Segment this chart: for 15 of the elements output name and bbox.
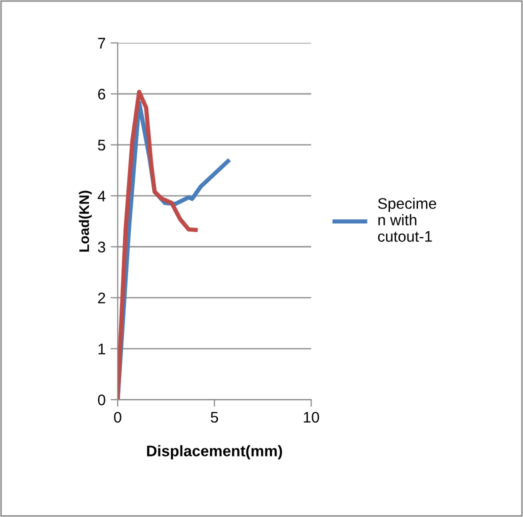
y-tick-label: 3 <box>98 242 106 252</box>
y-axis-title: Load(KN) <box>78 190 92 252</box>
x-tick-label: 0 <box>114 412 122 423</box>
x-tick-label: 5 <box>210 412 218 423</box>
x-tick-label: 10 <box>304 412 320 423</box>
legend-label: Specime n with cutout-1 <box>378 198 436 242</box>
y-tick-label: 1 <box>98 344 106 354</box>
y-tick-label: 4 <box>98 190 106 202</box>
y-tick-label: 5 <box>98 140 106 151</box>
line-series <box>118 90 198 400</box>
y-tick-label: 7 <box>98 38 106 48</box>
y-tick-label: 6 <box>98 88 106 100</box>
x-axis-title: Displacement(mm) <box>147 445 282 460</box>
y-tick-label: 2 <box>98 292 106 304</box>
y-tick-label: 0 <box>98 394 106 406</box>
